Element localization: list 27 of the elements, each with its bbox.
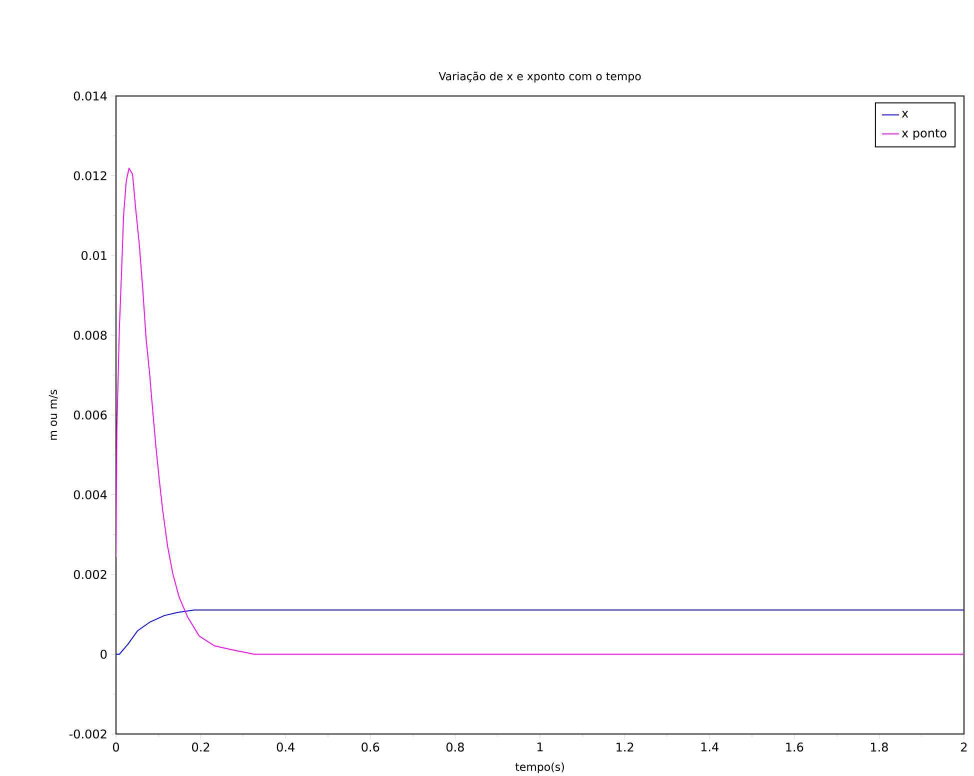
line-series xyxy=(116,609,964,655)
y-axis-title: m ou m/s xyxy=(48,390,58,440)
x-tick-label: 0.6 xyxy=(362,742,380,752)
y-tick-label: 0.002 xyxy=(74,570,106,579)
y-tick-label: 0.006 xyxy=(74,410,107,420)
x-tick-label: 0.4 xyxy=(276,742,294,752)
y-tick-label: -0.002 xyxy=(69,729,106,738)
x-tick-label: 0.8 xyxy=(446,742,464,752)
y-tick-label: 0.01 xyxy=(82,250,106,260)
x-tick-label: 0.2 xyxy=(192,742,210,752)
x-tick-label: 1 xyxy=(538,742,543,752)
y-tick-label: 0.008 xyxy=(74,330,107,340)
legend-label: x ponto xyxy=(902,128,946,140)
x-tick-label: 1.4 xyxy=(701,742,718,752)
legend-label: x xyxy=(902,110,908,118)
x-tick-label: 1.6 xyxy=(786,742,804,752)
y-tick-label: 0 xyxy=(100,649,107,659)
y-tick-label: 0.012 xyxy=(74,170,106,180)
x-tick-label: 1.8 xyxy=(870,742,888,752)
y-tick-label: 0.014 xyxy=(74,91,107,100)
x-tick-label: 1.2 xyxy=(616,742,634,752)
x-axis-title: tempo(s) xyxy=(515,762,564,773)
y-tick-label: 0.004 xyxy=(74,490,107,500)
line-series xyxy=(116,167,964,655)
x-tick-label: 2 xyxy=(961,742,967,752)
chart-title: Variação de x e xponto com o tempo xyxy=(438,71,641,82)
x-tick-label: 0 xyxy=(112,742,120,752)
